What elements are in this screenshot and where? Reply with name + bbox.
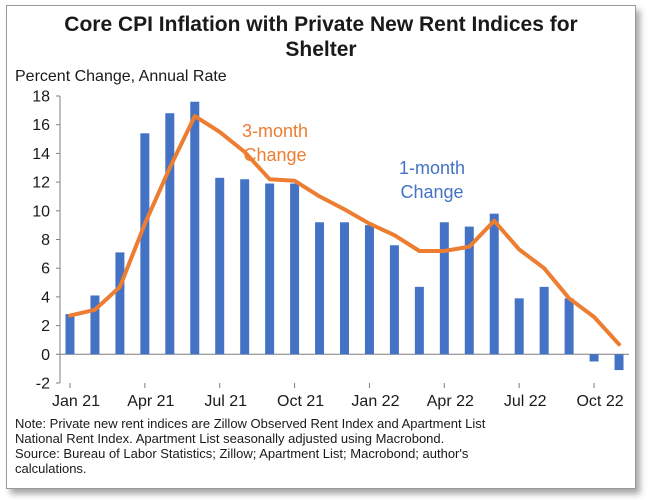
x-tick-label: Jan 22 (351, 393, 399, 410)
bar-1-month (265, 183, 275, 355)
bar-1-month (514, 298, 524, 355)
bar-1-month (414, 286, 424, 355)
chart-frame: Core CPI Inflation with Private New Rent… (6, 5, 636, 489)
x-tick-label: Apr 21 (127, 393, 174, 410)
chart-title: Core CPI Inflation with Private New Rent… (7, 12, 635, 62)
chart-title-line1: Core CPI Inflation with Private New Rent… (64, 13, 578, 36)
bar-1-month (389, 245, 399, 355)
chart-title-line2: Shelter (285, 38, 357, 61)
bar-1-month (464, 226, 474, 355)
annotation-1-month: Change (400, 182, 463, 202)
y-tick-label: 10 (32, 203, 50, 220)
y-tick-label: -2 (36, 376, 50, 393)
y-tick-label: 16 (32, 117, 50, 134)
note-line-3: Source: Bureau of Labor Statistics; Zill… (15, 446, 469, 461)
x-tick-label: Jul 22 (504, 393, 547, 410)
y-tick-label: 2 (41, 318, 50, 335)
y-tick-label: 18 (32, 89, 50, 106)
y-tick-label: 14 (32, 146, 50, 163)
chart-plot: -2 0 2 4 6 8 10 12 14 16 18 Jan 21 Apr 21 Jul 21 Oct 2… (32, 89, 629, 410)
bar-1-month (489, 213, 499, 355)
bar-1-month (564, 298, 574, 355)
note-line-1: Note: Private new rent indices are Zillo… (15, 416, 486, 431)
y-tick-label: 4 (41, 289, 50, 306)
y-tick-label: 0 (41, 347, 50, 364)
annotation-3-month: 3-month (242, 121, 308, 141)
x-tick-label: Jan 21 (52, 393, 100, 410)
bar-1-month (589, 354, 599, 362)
bar-1-month (315, 222, 325, 355)
bar-1-month (65, 314, 75, 355)
bar-1-month (539, 286, 549, 355)
x-tick-label: Oct 22 (576, 393, 623, 410)
y-tick-label: 8 (41, 232, 50, 249)
x-tick-label: Apr 22 (427, 393, 474, 410)
bar-1-month (614, 354, 624, 371)
bar-1-month (439, 222, 449, 355)
bar-1-month (165, 113, 175, 355)
annotation-3-month: Change (243, 145, 306, 165)
bar-1-month (240, 179, 250, 355)
bar-1-month (364, 225, 374, 355)
x-tick-label: Jul 21 (204, 393, 247, 410)
y-tick-label: 6 (41, 261, 50, 278)
line-3-month (68, 114, 621, 347)
bar-1-month (140, 133, 150, 355)
note-line-2: National Rent Index. Apartment List seas… (15, 431, 445, 446)
bar-1-month (190, 101, 200, 355)
annotation-1-month: 1-month (399, 158, 465, 178)
x-tick-label: Oct 21 (277, 393, 324, 410)
note-line-4: calculations. (15, 461, 87, 476)
bar-1-month (340, 222, 349, 355)
bar-1-month (215, 177, 225, 355)
bar-1-month (90, 295, 100, 355)
chart-note: Note: Private new rent indices are Zillo… (15, 416, 627, 476)
bar-1-month (115, 252, 125, 355)
bar-1-month (290, 183, 300, 355)
y-axis-label: Percent Change, Annual Rate (15, 68, 227, 85)
y-tick-label: 12 (32, 175, 50, 192)
